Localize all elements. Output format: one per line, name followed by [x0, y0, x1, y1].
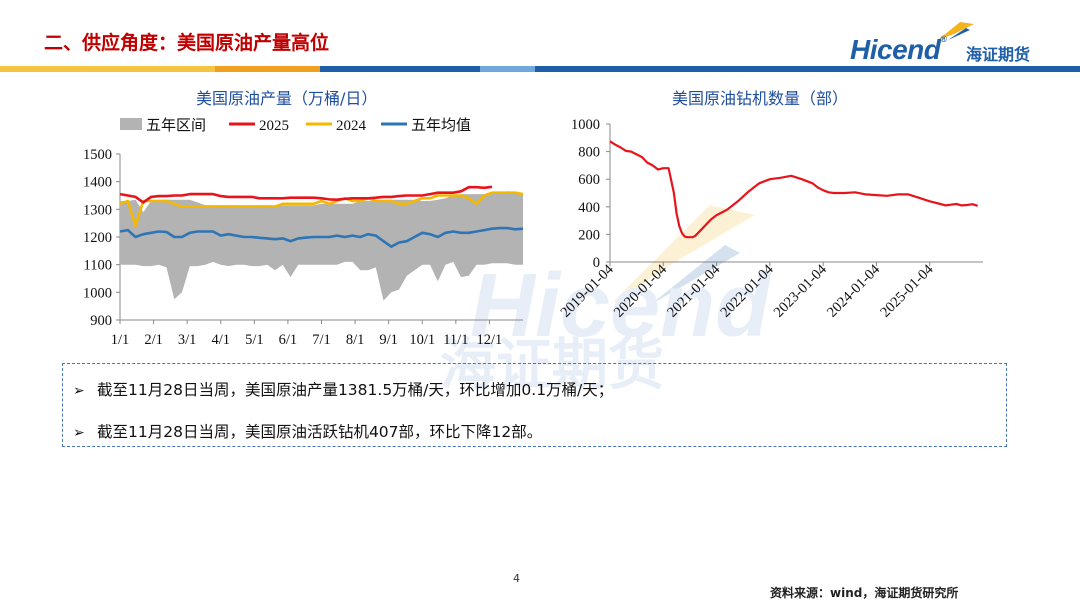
- x-tick-label: 2024-01-04: [824, 261, 884, 321]
- header-stripe-navy: [535, 66, 1080, 72]
- header-stripe-orange: [215, 66, 320, 72]
- x-tick-label: 4/1: [211, 332, 230, 348]
- y-tick-label: 600: [578, 172, 600, 188]
- production-chart: 五年区间 2025 2024 五年均值 900 1000 1100 1200 1300 1400…: [83, 117, 524, 348]
- x-tick-label: 10/1: [409, 332, 435, 348]
- arrow-bullet-icon: ➢: [73, 425, 85, 441]
- x-tick-label: 2025-01-04: [877, 261, 937, 321]
- header-stripe-yellow: [0, 66, 215, 72]
- chart-title-rigs: 美国原油钻机数量（部）: [672, 89, 849, 108]
- header-stripe-blue: [320, 66, 480, 72]
- logo-cn: 海证期货: [966, 45, 1031, 64]
- y-tick-label: 1200: [83, 230, 112, 246]
- y-tick-label: 900: [90, 313, 112, 329]
- legend-2024: 2024: [336, 118, 367, 134]
- y-tick-label: 1300: [83, 202, 112, 218]
- legend-2025: 2025: [259, 118, 289, 134]
- x-tick-label: 6/1: [279, 332, 298, 348]
- series-2024-line: [119, 191, 524, 228]
- hicend-wing-icon: [938, 22, 974, 40]
- legend-range: 五年区间: [146, 117, 206, 134]
- logo-text: Hicend®: [850, 34, 947, 65]
- x-tick-label: 1/1: [111, 332, 130, 348]
- y-tick-label: 1000: [571, 117, 600, 133]
- bullet-rigs: ➢ 截至11月28日当周，美国原油活跃钻机407部，环比下降12部。: [73, 423, 543, 441]
- x-tick-label: 7/1: [312, 332, 331, 348]
- header-stripe-lightblue: [480, 66, 535, 72]
- x-tick-label: 2019-01-04: [558, 261, 618, 321]
- bullet-box: ➢ 截至11月28日当周，美国原油产量1381.5万桶/天，环比增加0.1万桶/天…: [62, 363, 1007, 447]
- x-tick-label: 3/1: [178, 332, 197, 348]
- y-tick-label: 1500: [83, 147, 112, 163]
- x-tick-label: 9/1: [379, 332, 398, 348]
- legend-swatch-range: [120, 118, 142, 130]
- rig-count-line: [609, 140, 979, 239]
- y-tick-label: 400: [578, 200, 600, 216]
- x-tick-label: 12/1: [477, 332, 503, 348]
- y-tick-label: 1000: [83, 285, 112, 301]
- brand-logo: Hicend® 海证期货: [850, 20, 1050, 70]
- slide-title: 二、供应角度：美国原油产量高位: [44, 32, 330, 54]
- y-tick-label: 1400: [83, 175, 112, 191]
- y-tick-label: 800: [578, 145, 600, 161]
- x-tick-label: 2022-01-04: [718, 261, 778, 321]
- x-tick-label: 11/1: [443, 332, 468, 348]
- series-2025-line: [119, 185, 493, 204]
- x-tick-label: 5/1: [245, 332, 264, 348]
- arrow-bullet-icon: ➢: [73, 383, 85, 399]
- rig-count-chart: 020040060080010002019-01-042020-01-04202…: [558, 117, 983, 321]
- x-tick-label: 8/1: [346, 332, 365, 348]
- five-year-avg-line: [119, 226, 524, 248]
- y-tick-label: 1100: [84, 258, 112, 274]
- x-tick-label: 2021-01-04: [664, 261, 724, 321]
- source-note: 资料来源：wind，海证期货研究所: [770, 586, 959, 600]
- x-tick-label: 2020-01-04: [611, 261, 671, 321]
- chart-title-production: 美国原油产量（万桶/日）: [196, 89, 378, 108]
- legend-avg: 五年均值: [411, 117, 471, 134]
- page-number: 4: [513, 572, 520, 585]
- x-tick-label: 2/1: [144, 332, 163, 348]
- bullet-production: ➢ 截至11月28日当周，美国原油产量1381.5万桶/天，环比增加0.1万桶/天…: [73, 381, 614, 399]
- five-year-range-area: [120, 191, 523, 301]
- x-tick-label: 2023-01-04: [771, 261, 831, 321]
- y-tick-label: 200: [578, 227, 600, 243]
- y-tick-label: 0: [593, 255, 600, 271]
